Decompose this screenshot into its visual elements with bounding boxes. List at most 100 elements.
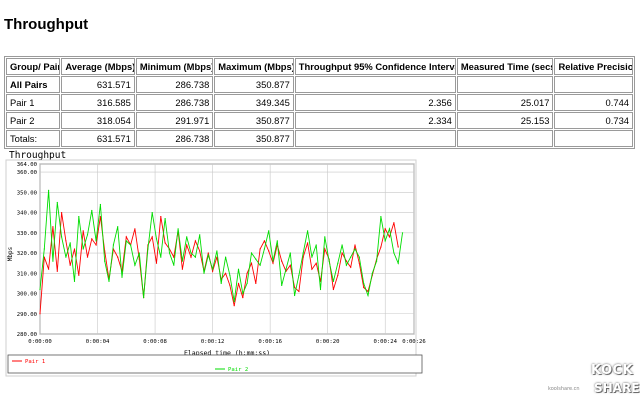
data-point: [289, 264, 291, 266]
y-axis-label: Mbps: [7, 246, 14, 261]
data-point: [155, 238, 158, 240]
data-point: [328, 260, 330, 262]
data-point: [73, 280, 76, 282]
data-point: [298, 274, 300, 276]
throughput-table: Group/ Pair Average (Mbps) Minimum (Mbps…: [4, 56, 635, 149]
table-cell: 25.017: [456, 94, 554, 111]
table-cell: 316.585: [61, 94, 135, 111]
data-point: [380, 246, 382, 248]
legend-box: [7, 354, 423, 374]
data-point: [39, 313, 41, 315]
data-point: [259, 264, 261, 266]
x-tick-label: 0:00:08: [143, 339, 167, 345]
data-point: [354, 244, 356, 246]
data-point: [134, 228, 136, 230]
x-tick-label: 0:00:12: [201, 339, 225, 345]
data-point: [302, 252, 304, 254]
y-tick-label: 340.00: [17, 211, 37, 217]
data-point: [393, 222, 395, 224]
data-point: [164, 218, 166, 220]
data-point: [289, 252, 291, 254]
data-point: [186, 236, 188, 238]
data-point: [255, 282, 257, 284]
data-point: [315, 262, 317, 264]
data-point: [233, 301, 235, 303]
data-point: [73, 248, 76, 250]
data-point: [212, 268, 214, 270]
y-tick-label: 350.00: [17, 190, 37, 196]
col-header-precision: Relative Precision: [554, 58, 633, 75]
data-point: [345, 260, 347, 262]
data-point: [350, 256, 352, 258]
table-row: Pair 1 316.585 286.738 349.345 2.356 25.…: [6, 94, 633, 111]
data-point: [311, 268, 313, 270]
y-tick-label: 310.00: [17, 271, 37, 277]
legend: Pair 1 Pair 2: [12, 359, 248, 373]
data-point: [376, 260, 378, 262]
data-point: [315, 244, 317, 246]
data-point: [199, 234, 201, 236]
data-point: [56, 201, 58, 204]
data-point: [246, 282, 248, 284]
data-point: [43, 256, 45, 258]
table-cell: 2.334: [294, 112, 456, 129]
table-cell: 318.054: [61, 112, 135, 129]
table-cell: 631.571: [61, 76, 135, 93]
table-cell: 631.571: [61, 130, 135, 147]
x-tick-label: 0:00:26: [402, 339, 426, 345]
data-point: [207, 254, 209, 256]
data-point: [86, 234, 89, 236]
data-point: [268, 250, 270, 252]
data-point: [78, 274, 80, 276]
data-point: [397, 262, 399, 264]
data-point: [281, 260, 283, 262]
data-point: [216, 250, 218, 252]
data-point: [48, 268, 50, 270]
grid-lines: [39, 163, 415, 335]
col-header-minimum: Minimum (Mbps): [135, 58, 214, 75]
data-point: [160, 216, 162, 218]
table-cell: 291.971: [135, 112, 214, 129]
data-point: [125, 240, 127, 242]
data-point: [181, 268, 183, 270]
table-row: Pair 2 318.054 291.971 350.877 2.334 25.…: [6, 112, 633, 129]
x-tick-label: 0:00:00: [28, 339, 52, 345]
page-title: Throughput: [4, 16, 89, 33]
table-cell: 286.738: [135, 130, 214, 147]
data-point: [337, 274, 339, 276]
data-point: [294, 286, 296, 289]
table-cell: All Pairs: [6, 76, 61, 93]
data-point: [259, 248, 261, 250]
data-point: [388, 228, 391, 230]
data-point: [363, 286, 365, 289]
table-row: All Pairs 631.571 286.738 350.877: [6, 76, 633, 93]
data-point: [358, 256, 360, 258]
data-point: [285, 268, 287, 270]
data-point: [194, 240, 196, 242]
table-row: Totals: 631.571 286.738 350.877: [6, 130, 633, 147]
series-lines: [39, 189, 404, 315]
table-cell: 286.738: [135, 94, 214, 111]
x-axis-ticks: 0:00:00 0:00:04 0:00:08 0:00:12 0:00:16 0:00:…: [28, 339, 426, 345]
data-point: [138, 252, 140, 254]
data-point: [173, 264, 175, 266]
data-point: [229, 284, 231, 286]
data-point: [155, 262, 158, 264]
table-cell: [294, 130, 456, 147]
data-point: [99, 216, 101, 218]
data-point: [263, 248, 265, 250]
data-point: [69, 264, 71, 266]
plot-area: [39, 163, 415, 335]
data-point: [65, 240, 67, 242]
data-point: [194, 256, 196, 258]
data-point: [397, 246, 399, 248]
legend-label: Pair 1: [25, 359, 45, 365]
table-cell: 2.356: [294, 94, 456, 111]
table-cell: Totals:: [6, 130, 61, 147]
table-header-row: Group/ Pair Average (Mbps) Minimum (Mbps…: [6, 58, 633, 75]
col-header-maximum: Maximum (Mbps): [214, 58, 294, 75]
data-point: [43, 248, 45, 250]
data-point: [341, 244, 343, 246]
table-cell: [456, 76, 554, 93]
data-point: [48, 189, 50, 191]
